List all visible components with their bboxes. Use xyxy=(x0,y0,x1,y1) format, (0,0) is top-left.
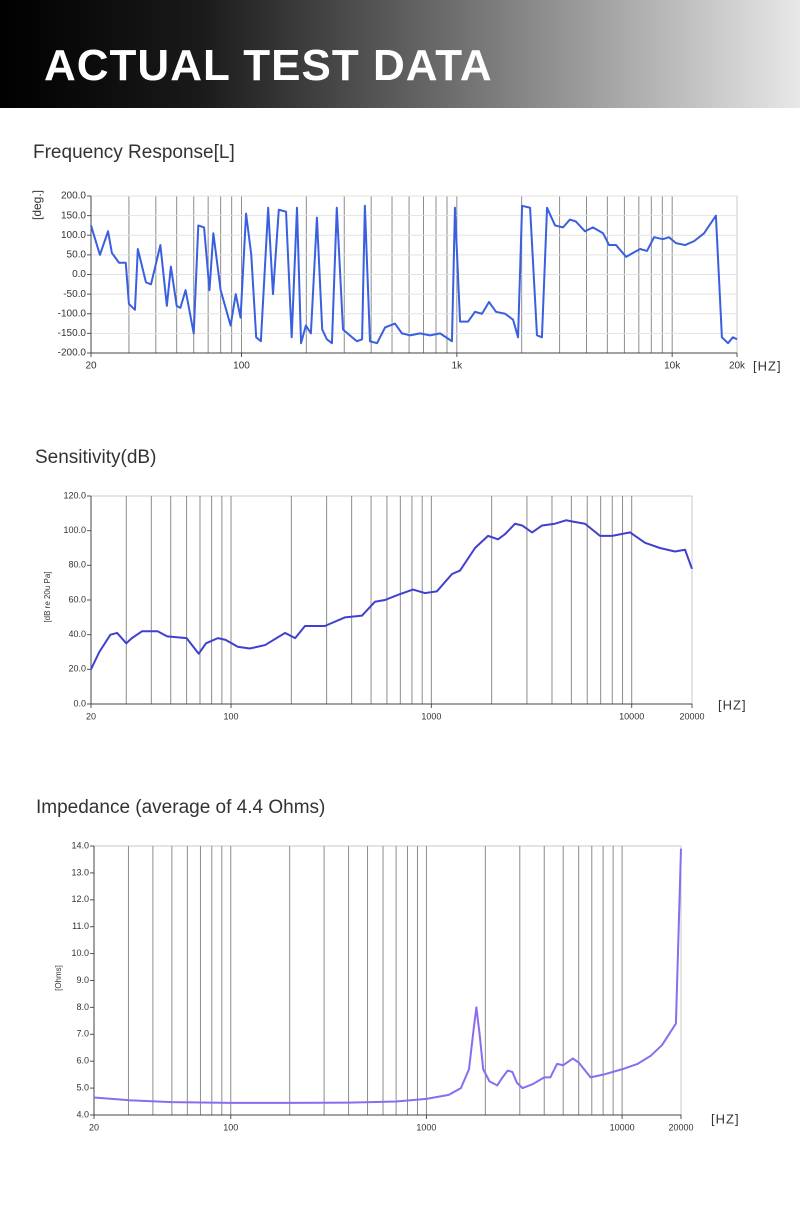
y-tick-label: 4.0 xyxy=(76,1109,89,1119)
y-tick-label: 150.0 xyxy=(61,210,86,221)
chart-title: Sensitivity(dB) xyxy=(35,447,156,468)
x-axis-label: [HZ] xyxy=(718,697,747,712)
x-tick-label: 100 xyxy=(223,1122,238,1132)
x-tick-label: 20000 xyxy=(679,711,704,721)
x-tick-label: 20000 xyxy=(668,1122,693,1132)
y-tick-label: 80.0 xyxy=(68,560,86,570)
y-tick-label: 13.0 xyxy=(71,867,89,877)
y-axis-label: [Ohms] xyxy=(54,965,63,991)
y-tick-label: -50.0 xyxy=(63,289,86,300)
y-tick-label: 8.0 xyxy=(76,1002,89,1012)
y-tick-label: -100.0 xyxy=(58,308,87,319)
x-tick-label: 20 xyxy=(89,1122,99,1132)
chart-title: Impedance (average of 4.4 Ohms) xyxy=(36,797,325,818)
y-tick-label: 40.0 xyxy=(68,629,86,639)
x-tick-label: 10k xyxy=(664,361,681,372)
plot-area xyxy=(93,845,682,1116)
x-tick-label: 20 xyxy=(85,361,97,372)
y-tick-label: 120.0 xyxy=(63,490,86,500)
y-axis-label: [deg.] xyxy=(30,190,44,220)
x-tick-label: 20k xyxy=(729,361,746,372)
y-tick-label: 10.0 xyxy=(71,948,89,958)
y-tick-label: 11.0 xyxy=(72,921,89,931)
y-tick-label: 50.0 xyxy=(67,250,87,261)
x-tick-label: 1k xyxy=(452,361,464,372)
y-tick-label: 0.0 xyxy=(72,269,86,280)
x-tick-label: 10000 xyxy=(610,1122,635,1132)
plot-area xyxy=(90,495,693,705)
x-axis-label: [HZ] xyxy=(711,1111,740,1126)
banner-title: ACTUAL TEST DATA xyxy=(44,41,493,90)
y-tick-label: 20.0 xyxy=(68,664,86,674)
y-tick-label: 7.0 xyxy=(76,1029,89,1039)
y-axis-label: [dB re 20u Pa] xyxy=(43,571,52,622)
y-tick-label: 9.0 xyxy=(76,975,89,985)
data-line xyxy=(90,519,693,670)
y-tick-label: 0.0 xyxy=(73,698,86,708)
y-tick-label: 6.0 xyxy=(76,1056,89,1066)
data-line xyxy=(93,848,682,1104)
y-tick-label: 100.0 xyxy=(61,230,86,241)
x-tick-label: 20 xyxy=(86,711,96,721)
y-tick-label: -150.0 xyxy=(58,328,87,339)
y-tick-label: 100.0 xyxy=(63,525,86,535)
y-tick-label: -200.0 xyxy=(58,348,87,359)
y-tick-label: 5.0 xyxy=(76,1082,89,1092)
y-tick-label: 12.0 xyxy=(71,894,89,904)
x-tick-label: 10000 xyxy=(619,711,644,721)
x-tick-label: 1000 xyxy=(416,1122,436,1132)
x-tick-label: 100 xyxy=(224,711,239,721)
banner: ACTUAL TEST DATA xyxy=(0,0,800,108)
y-tick-label: 14.0 xyxy=(71,840,89,850)
x-axis-label: [HZ] xyxy=(753,358,782,373)
y-tick-label: 60.0 xyxy=(68,594,86,604)
data-line xyxy=(90,204,738,345)
x-tick-label: 1000 xyxy=(421,711,441,721)
chart-title: Frequency Response[L] xyxy=(33,142,235,163)
x-tick-label: 100 xyxy=(233,361,250,372)
y-tick-label: 200.0 xyxy=(61,191,86,202)
